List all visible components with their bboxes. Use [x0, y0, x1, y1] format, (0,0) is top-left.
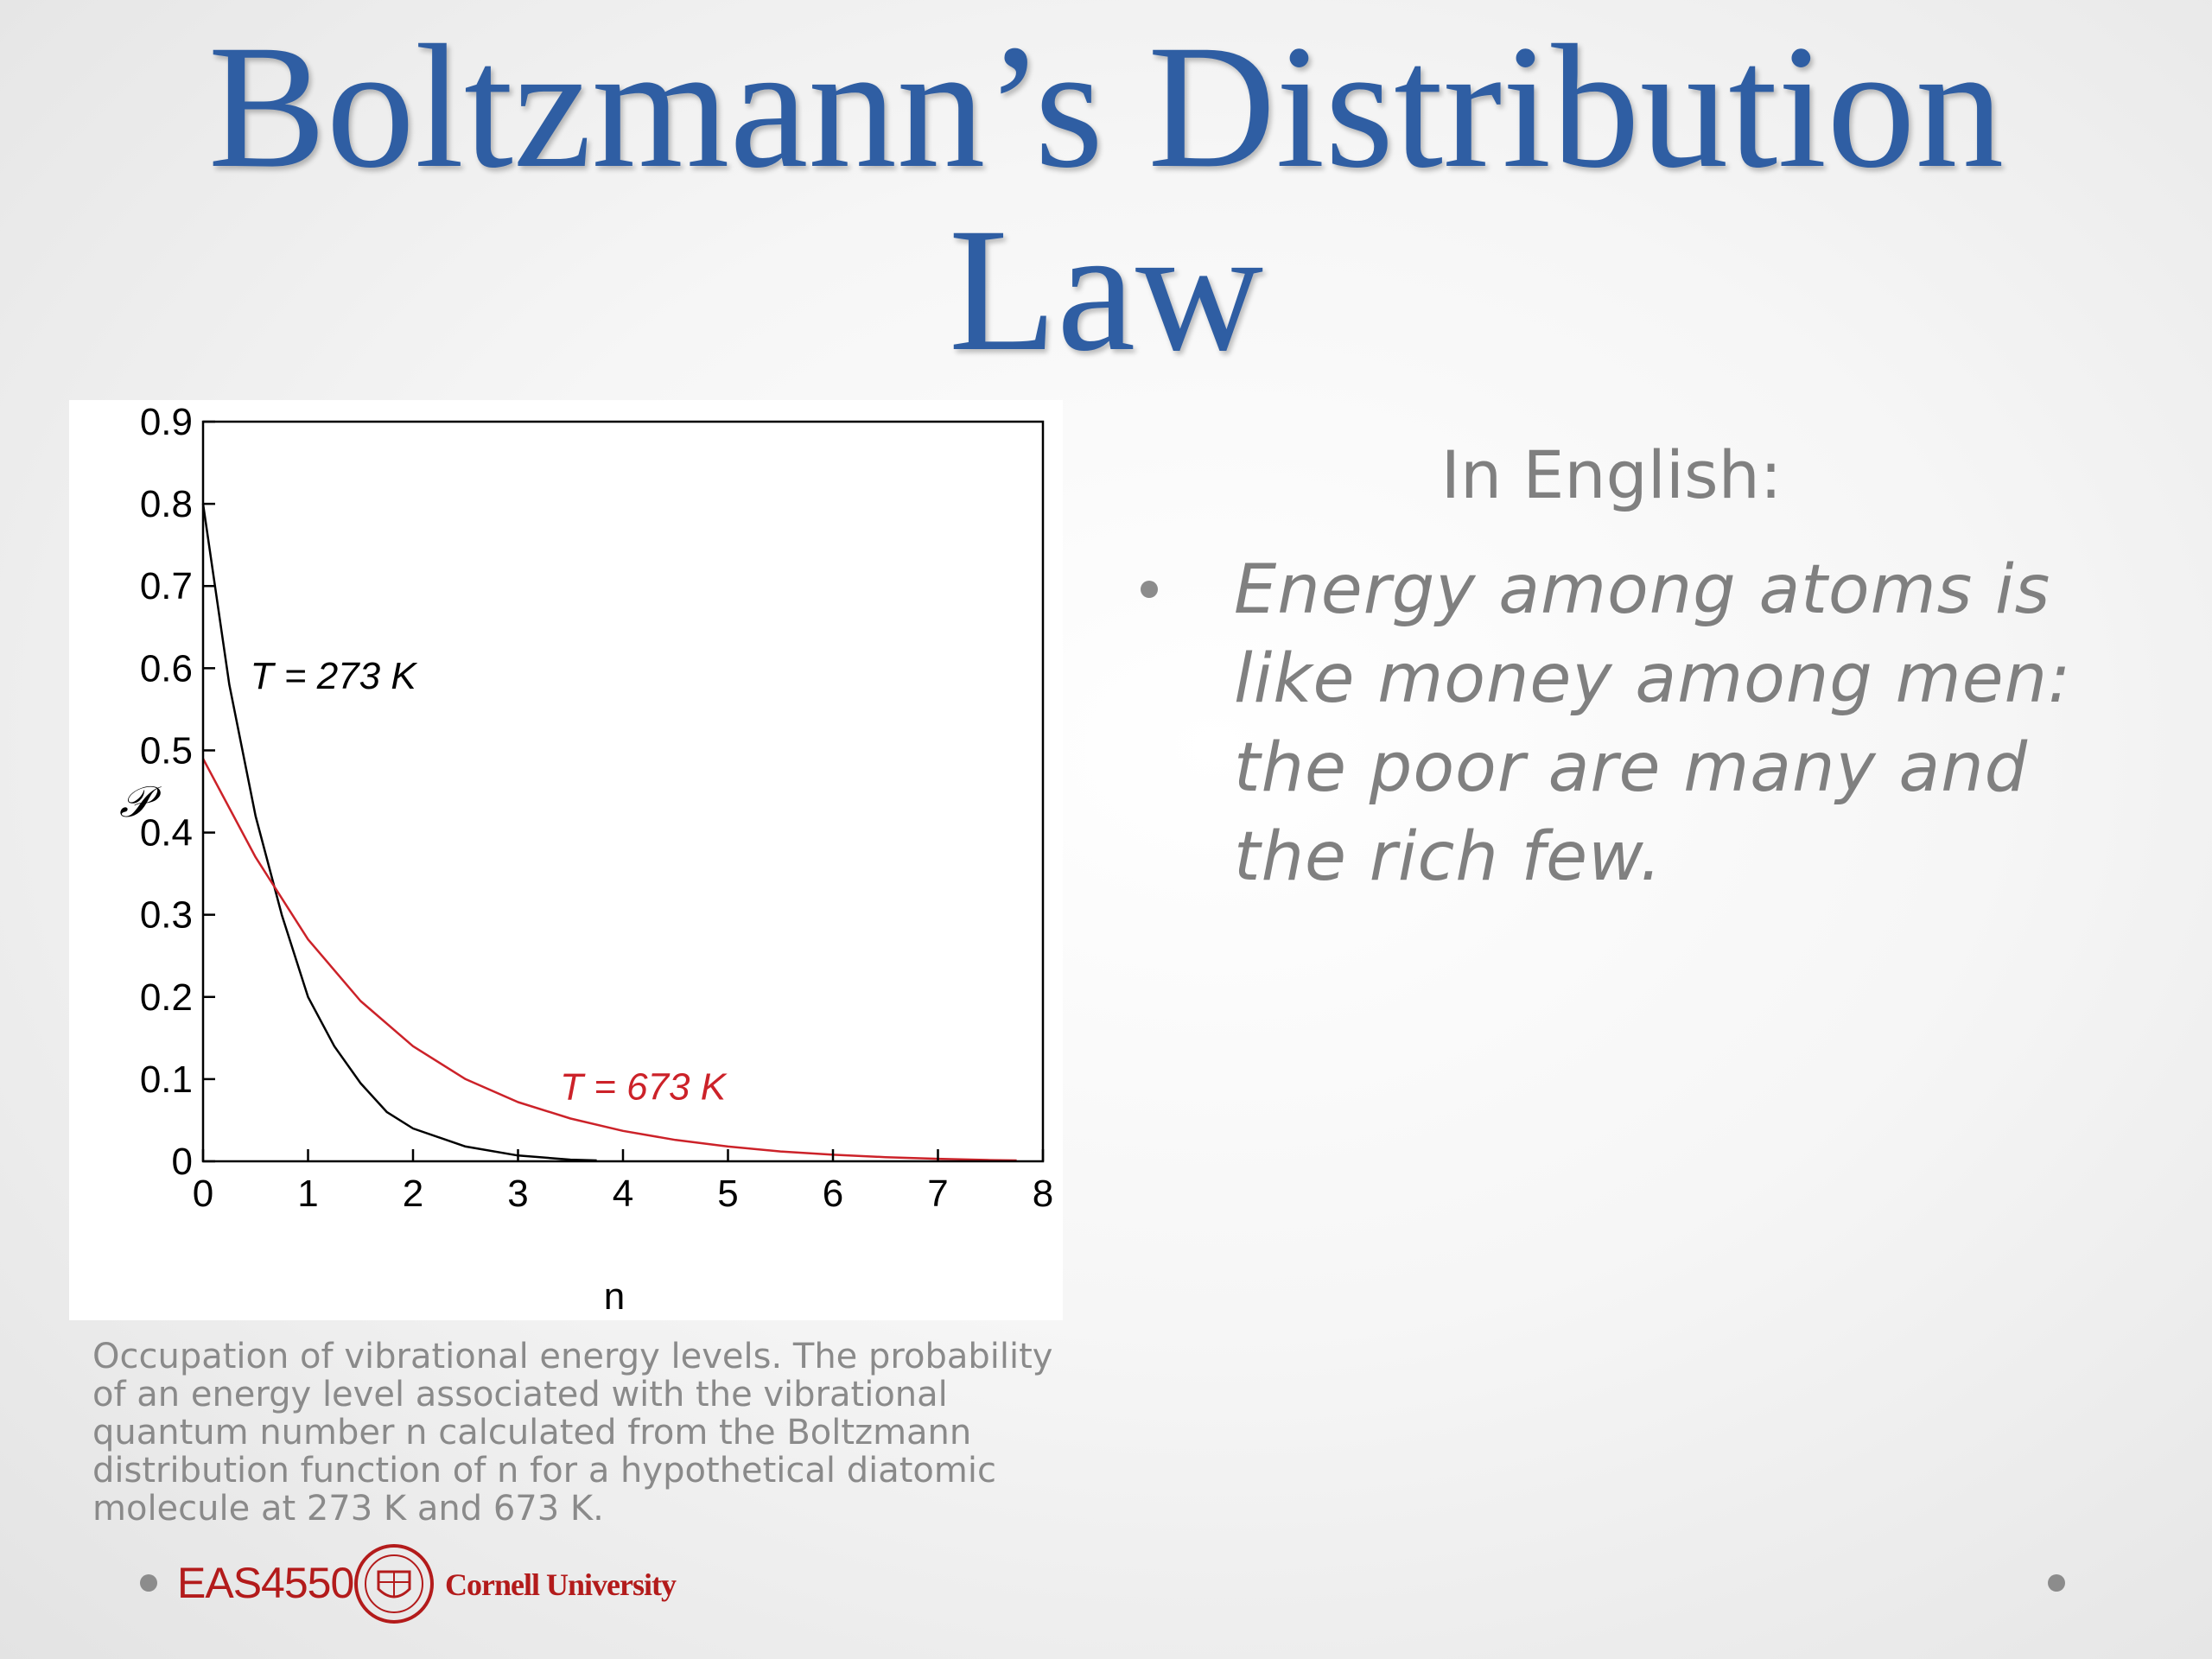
explanation-list-item: Energy among atoms is like money among m…: [1141, 546, 2108, 902]
series-line-1: [201, 758, 1017, 1162]
figure-caption: Occupation of vibrational energy levels.…: [92, 1337, 1053, 1529]
y-tick-label: 0: [172, 1141, 193, 1183]
y-tick-label: 0.3: [140, 894, 193, 937]
explanation-list: Energy among atoms is like money among m…: [1141, 546, 2108, 902]
plot-frame: [201, 420, 1045, 1163]
y-tick-label: 0.6: [140, 647, 193, 690]
series-label-273k: T = 273 K: [251, 655, 418, 697]
university-name: Cornell University: [445, 1567, 677, 1602]
x-tick-label: 3: [507, 1173, 528, 1215]
y-tick-label: 0.7: [140, 565, 193, 607]
chart-panel: 0 1 2 3 4 5 6 7 8 0 0.1 0.2 0.3 0.4 0.5 0.6 0.7 0.8 0.9 T …: [69, 400, 1063, 1320]
x-tick-label: 5: [717, 1173, 738, 1215]
slide-title-line-1: Boltzmann’s Distribution: [207, 9, 2005, 205]
y-tick-label: 0.9: [140, 401, 193, 443]
series-label-673k: T = 673 K: [560, 1066, 728, 1109]
y-tick-label: 0.4: [140, 812, 193, 855]
slide-title: Boltzmann’s Distribution Law: [0, 16, 2212, 382]
y-tick-label: 0.8: [140, 483, 193, 525]
y-tick-label: 0.2: [140, 976, 193, 1019]
slide-title-line-2: Law: [948, 192, 1264, 388]
series-line-0: [201, 503, 597, 1162]
x-tick-label: 1: [297, 1173, 318, 1215]
x-tick-label: 6: [823, 1173, 843, 1215]
footer-bullet-right-icon: [2048, 1574, 2065, 1592]
y-tick-label: 0.5: [140, 729, 193, 772]
course-code: EAS4550: [177, 1559, 354, 1607]
footer-bullet-icon: [140, 1574, 157, 1592]
x-tick-label: 7: [927, 1173, 948, 1215]
bullet-icon: [1141, 581, 1158, 598]
x-tick-label: 8: [1033, 1173, 1053, 1215]
x-tick-label: 2: [403, 1173, 423, 1215]
x-axis-label: n: [604, 1275, 625, 1318]
x-tick-label: 0: [193, 1173, 213, 1215]
explanation-heading: In English:: [1440, 436, 1783, 513]
explanation-text: Energy among atoms is like money among m…: [1234, 551, 2072, 896]
cornell-seal-icon: [354, 1544, 434, 1624]
y-tick-label: 0.1: [140, 1058, 193, 1101]
probability-chart: 0 1 2 3 4 5 6 7 8 0 0.1 0.2 0.3 0.4 0.5 0.6 0.7 0.8 0.9 T …: [119, 401, 1053, 1318]
x-tick-label: 4: [613, 1173, 633, 1215]
